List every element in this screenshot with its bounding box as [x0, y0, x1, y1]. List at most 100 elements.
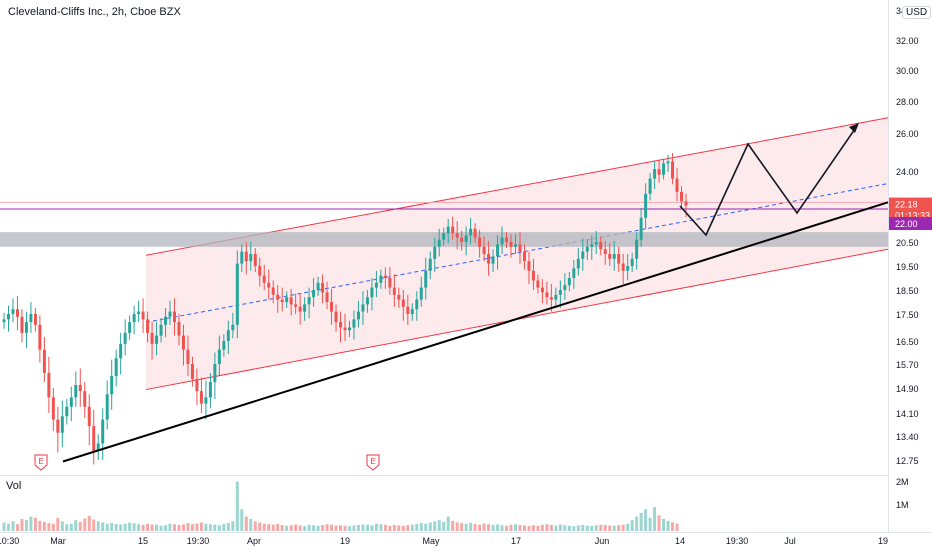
candle-body: [119, 343, 123, 359]
volume-bar: [599, 524, 603, 531]
volume-bar: [289, 525, 293, 531]
candle-body: [240, 251, 244, 264]
candle-body: [15, 309, 19, 317]
volume-bar: [639, 512, 643, 531]
candle-body: [29, 314, 33, 323]
volume-bar: [406, 525, 410, 531]
price-tick-label: 30.00: [896, 66, 919, 76]
volume-bar: [653, 506, 657, 531]
candle-body: [563, 285, 567, 290]
time-tick-label: 19: [878, 536, 888, 546]
volume-bar: [271, 524, 275, 531]
candle-body: [65, 406, 69, 417]
volume-bar: [74, 520, 78, 531]
candle-body: [128, 322, 132, 333]
candle-body: [181, 335, 185, 350]
volume-bar: [491, 524, 495, 531]
volume-bar: [190, 524, 194, 531]
candle-body: [469, 228, 473, 236]
volume-bar: [339, 525, 343, 531]
candle-body: [343, 327, 347, 331]
candle-body: [146, 319, 150, 333]
volume-bar: [608, 525, 612, 531]
volume-bar: [500, 525, 504, 531]
candle-body: [280, 299, 284, 302]
candle-body: [392, 287, 396, 295]
volume-bar: [572, 526, 576, 531]
volume-bar: [249, 518, 253, 531]
volume-bar: [217, 525, 221, 531]
candle-body: [20, 316, 24, 333]
time-tick-label: 15: [138, 536, 148, 546]
price-tick-label: 18.50: [896, 286, 919, 296]
volume-bar: [657, 515, 661, 531]
volume-bar: [563, 525, 567, 531]
bar-countdown: 01:13:33: [895, 211, 930, 221]
volume-bar: [15, 524, 19, 531]
volume-bar: [262, 523, 266, 531]
volume-bar: [379, 524, 383, 531]
volume-bar: [626, 523, 630, 531]
candle-body: [190, 364, 194, 379]
candle-body: [96, 443, 100, 451]
volume-bar: [671, 522, 675, 531]
candle-body: [213, 364, 217, 382]
volume-bar: [119, 524, 123, 531]
candle-body: [83, 391, 87, 407]
volume-bar: [549, 524, 553, 531]
candle-body: [473, 228, 477, 238]
candle-body: [195, 379, 199, 392]
volume-bar: [666, 520, 670, 531]
symbol-header[interactable]: Cleveland-Cliffs Inc., 2h, Cboe BZX: [6, 6, 183, 18]
volume-bar: [648, 517, 652, 531]
candle-body: [455, 233, 459, 238]
volume-bar: [496, 524, 500, 531]
volume-bar: [303, 526, 307, 531]
volume-bar: [370, 525, 374, 531]
volume-bar: [123, 523, 127, 531]
volume-bar: [222, 523, 226, 531]
candle-body: [657, 169, 661, 175]
price-tick-label: 32.00: [896, 36, 919, 46]
volume-bar: [437, 520, 441, 531]
volume-bar: [442, 521, 446, 531]
candle-body: [78, 385, 82, 392]
time-tick-label: 19: [340, 536, 350, 546]
volume-bar: [419, 523, 423, 531]
volume-bar: [146, 523, 150, 531]
candle-body: [608, 254, 612, 259]
price-tick-label: 14.90: [896, 384, 919, 394]
candle-body: [442, 233, 446, 240]
candle-body: [208, 382, 212, 398]
volume-pane-label: Vol: [6, 480, 22, 492]
volume-bar: [137, 524, 141, 531]
price-tick-label: 28.00: [896, 97, 919, 107]
volume-bar: [186, 523, 190, 531]
volume-bar: [388, 525, 392, 531]
candle-body: [415, 299, 419, 310]
volume-bar: [464, 523, 468, 531]
candle-body: [639, 217, 643, 240]
volume-bar: [155, 524, 159, 531]
volume-bar: [87, 515, 91, 531]
candle-body: [361, 304, 365, 312]
volume-bar: [6, 523, 10, 531]
volume-bar: [20, 518, 24, 531]
volume-bar: [42, 521, 46, 531]
candle-body: [379, 275, 383, 283]
volume-bar: [424, 523, 428, 531]
volume-bar: [231, 521, 235, 531]
time-tick-label: May: [422, 536, 440, 546]
volume-bar: [554, 525, 558, 531]
candle-body: [168, 311, 172, 317]
volume-bar: [415, 524, 419, 531]
volume-bar: [410, 524, 414, 531]
currency-button[interactable]: USD: [902, 6, 932, 19]
volume-bar: [482, 523, 486, 531]
candle-body: [621, 263, 625, 271]
candle-body: [491, 256, 495, 264]
candle-body: [401, 299, 405, 307]
volume-bar: [469, 522, 473, 531]
candle-body: [276, 294, 280, 300]
